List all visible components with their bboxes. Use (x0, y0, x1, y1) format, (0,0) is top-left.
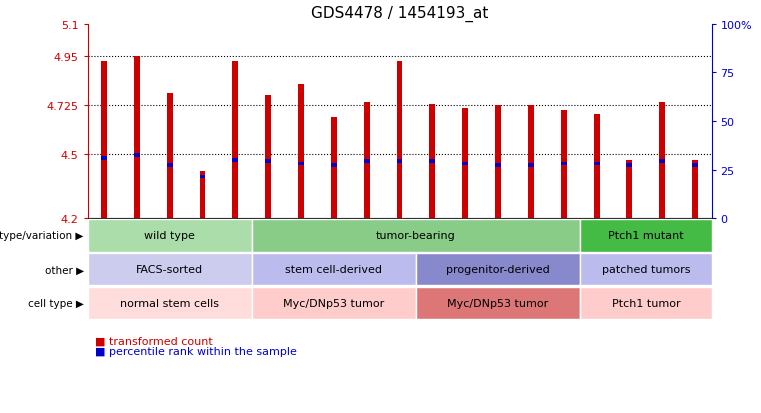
Bar (659, 102, 665, 219)
Bar (396, 160, 403, 164)
Bar (462, 109, 468, 219)
Bar (298, 85, 304, 219)
Bar (232, 159, 238, 163)
Bar (561, 162, 567, 166)
Bar (134, 154, 140, 157)
Bar (364, 102, 370, 219)
Text: Myc/DNp53 tumor: Myc/DNp53 tumor (447, 299, 549, 309)
Bar (659, 160, 665, 164)
Bar (396, 62, 403, 219)
Text: Myc/DNp53 tumor: Myc/DNp53 tumor (283, 299, 384, 309)
Bar (265, 160, 271, 164)
Title: GDS4478 / 1454193_at: GDS4478 / 1454193_at (310, 6, 489, 22)
Text: normal stem cells: normal stem cells (120, 299, 219, 309)
Bar (232, 62, 238, 219)
Text: genotype/variation ▶: genotype/variation ▶ (0, 231, 84, 241)
Text: tumor-bearing: tumor-bearing (376, 231, 456, 241)
Bar (364, 160, 370, 164)
Bar (265, 96, 271, 219)
Bar (561, 111, 567, 219)
Text: cell type ▶: cell type ▶ (28, 299, 84, 309)
Bar (199, 171, 205, 219)
Text: stem cell-derived: stem cell-derived (285, 265, 382, 275)
Text: ■ transformed count: ■ transformed count (95, 336, 213, 346)
Bar (528, 163, 534, 167)
Bar (495, 163, 501, 167)
Bar (594, 162, 600, 166)
Bar (331, 163, 337, 167)
Text: FACS-sorted: FACS-sorted (136, 265, 203, 275)
Text: Ptch1 tumor: Ptch1 tumor (612, 299, 680, 309)
Text: Ptch1 mutant: Ptch1 mutant (608, 231, 683, 241)
Bar (167, 94, 173, 219)
Bar (693, 161, 698, 219)
Bar (298, 162, 304, 166)
Bar (626, 163, 632, 167)
Text: progenitor-derived: progenitor-derived (446, 265, 550, 275)
Bar (429, 104, 435, 219)
Bar (429, 160, 435, 164)
Bar (693, 163, 698, 167)
Bar (101, 62, 107, 219)
Bar (594, 114, 600, 219)
Bar (626, 161, 632, 219)
Bar (167, 163, 173, 167)
Bar (495, 106, 501, 219)
Text: ■ percentile rank within the sample: ■ percentile rank within the sample (95, 347, 297, 356)
Bar (528, 106, 534, 219)
Bar (199, 175, 205, 179)
Text: wild type: wild type (144, 231, 195, 241)
Bar (462, 162, 468, 166)
Text: other ▶: other ▶ (45, 265, 84, 275)
Text: patched tumors: patched tumors (602, 265, 690, 275)
Bar (134, 57, 140, 219)
Bar (101, 157, 107, 161)
Bar (331, 118, 337, 219)
